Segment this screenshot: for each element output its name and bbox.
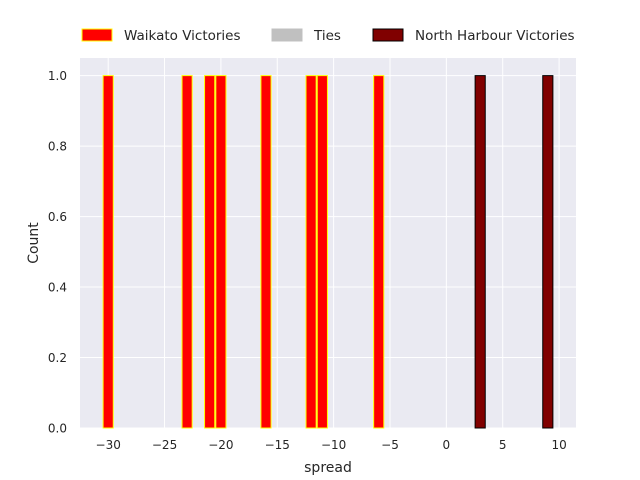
y-tick-label: 1.0 xyxy=(48,69,67,83)
x-tick-label: 10 xyxy=(551,438,566,452)
x-tick-label: −30 xyxy=(96,438,121,452)
y-tick-label: 0.6 xyxy=(48,210,67,224)
bars xyxy=(102,75,554,429)
legend-swatch xyxy=(81,28,113,42)
legend-swatch xyxy=(372,28,404,42)
x-axis-label: spread xyxy=(304,460,352,476)
bar xyxy=(204,75,216,429)
x-tick-label: 5 xyxy=(499,438,507,452)
x-tick-label: −15 xyxy=(265,438,290,452)
y-tick-label: 0.8 xyxy=(48,140,67,154)
bar xyxy=(474,75,486,429)
bar xyxy=(260,75,272,429)
legend: Waikato Victories Ties North Harbour Victo… xyxy=(81,28,575,44)
legend-label: Ties xyxy=(313,28,341,44)
x-tick-labels: −30 −25 −20 −15 −10 −5 0 5 10 xyxy=(96,438,567,452)
plot-background xyxy=(80,58,576,428)
bar xyxy=(305,75,317,429)
y-tick-label: 0.4 xyxy=(48,281,67,295)
legend-label: North Harbour Victories xyxy=(415,28,575,44)
bar xyxy=(542,75,554,429)
y-tick-label: 0.0 xyxy=(48,422,67,436)
bar xyxy=(316,75,328,429)
x-tick-label: −10 xyxy=(321,438,346,452)
grid-lines xyxy=(80,58,576,429)
bar xyxy=(102,75,114,429)
x-tick-label: −20 xyxy=(208,438,233,452)
y-axis-label: Count xyxy=(26,222,42,264)
legend-label: Waikato Victories xyxy=(124,28,241,44)
bar xyxy=(181,75,193,429)
x-tick-label: 0 xyxy=(443,438,451,452)
legend-swatch xyxy=(271,28,303,42)
y-tick-labels: 0.0 0.2 0.4 0.6 0.8 1.0 xyxy=(48,69,67,435)
bar xyxy=(373,75,385,429)
x-tick-label: −5 xyxy=(381,438,399,452)
x-tick-label: −25 xyxy=(152,438,177,452)
bar xyxy=(215,75,227,429)
y-tick-label: 0.2 xyxy=(48,351,67,365)
